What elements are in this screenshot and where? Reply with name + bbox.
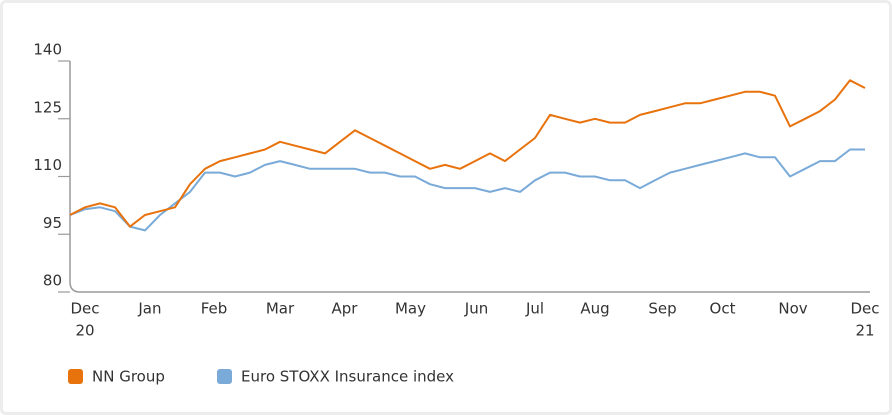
x-tick-label: Feb <box>201 300 228 318</box>
x-tick-label: Aug <box>580 300 609 318</box>
x-tick-label: Sep <box>648 300 676 318</box>
x-tick-label: May <box>395 300 426 318</box>
x-tick-label: Jun <box>464 300 488 318</box>
legend-swatch <box>217 369 232 384</box>
series-line <box>69 79 866 228</box>
x-tick-label: Oct <box>710 300 736 318</box>
series-line <box>69 148 865 232</box>
x-tick-label: Jul <box>525 300 544 318</box>
legend-label: Euro STOXX Insurance index <box>241 368 454 386</box>
y-tick-label: 80 <box>43 272 62 290</box>
legend-swatch <box>68 369 83 384</box>
x-tick-label: Dec <box>70 300 99 318</box>
y-tick-label: 110 <box>33 156 62 174</box>
y-tick-label: 140 <box>33 41 62 59</box>
x-tick-label: Apr <box>332 300 359 318</box>
x-tick-label: Dec <box>850 300 879 318</box>
x-tick-label: Mar <box>266 300 295 318</box>
y-tick-label: 125 <box>33 98 62 116</box>
x-year-label: 21 <box>855 322 874 340</box>
x-tick-label: Jan <box>137 300 161 318</box>
legend-label: NN Group <box>92 368 165 386</box>
axis-line <box>69 61 870 293</box>
x-tick-label: Nov <box>778 300 807 318</box>
x-year-label: 20 <box>75 322 94 340</box>
y-tick-label: 95 <box>43 214 62 232</box>
